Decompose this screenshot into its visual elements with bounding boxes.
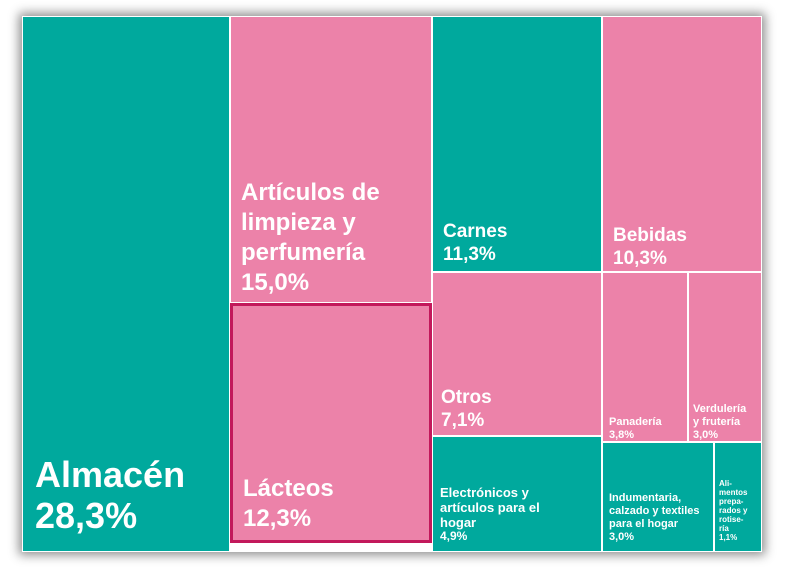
tile-value: 11,3%: [443, 244, 496, 265]
tile-value: 3,0%: [609, 531, 635, 543]
tile-label: Bebidas: [613, 225, 687, 246]
treemap-tile-bebidas: Bebidas 10,3%: [602, 16, 762, 272]
treemap-tile-lacteos: Lácteos 12,3%: [230, 303, 432, 543]
tile-label: Verdulería y frutería: [693, 403, 747, 428]
treemap-tile-articulos-de-limpieza-y-perfumeria: Artículos de limpieza y perfumería 15,0%: [230, 16, 432, 303]
treemap-tile-panaderia: Panadería 3,8%: [602, 272, 688, 442]
tile-label: Otros: [441, 387, 492, 408]
tile-label: Carnes: [443, 221, 508, 242]
tile-value: 12,3%: [243, 505, 312, 532]
tile-label: Lácteos: [243, 475, 334, 502]
treemap-tile-otros: Otros 7,1%: [432, 272, 602, 436]
tile-value: 28,3%: [35, 495, 138, 536]
tile-value: 7,1%: [441, 410, 485, 431]
treemap-tile-alimentos-preparados-y-rotiseria: Ali- mentos prepa- rados y rotise- ría 1,…: [714, 442, 762, 552]
tile-value: 1,1%: [719, 533, 738, 542]
tile-label: Almacén: [35, 454, 186, 495]
tile-value: 3,0%: [693, 429, 719, 441]
tile-value: 10,3%: [613, 248, 667, 269]
tile-label: Indumentaria, calzado y textiles para el…: [609, 492, 700, 530]
tile-label: Panadería: [609, 416, 662, 428]
tile-value: 3,8%: [609, 429, 635, 441]
treemap-tile-verduleria-y-fruteria: Verdulería y frutería 3,0%: [688, 272, 762, 442]
tile-label: Electrónicos y artículos para el hogar: [440, 485, 540, 530]
tile-label: Ali- mentos prepa- rados y rotise- ría: [719, 479, 748, 533]
tile-value: 15,0%: [241, 269, 310, 296]
tile-label: Artículos de limpieza y perfumería: [241, 179, 380, 266]
treemap-tile-carnes: Carnes 11,3%: [432, 16, 602, 272]
treemap-tile-electronicos-y-articulos-para-el-hogar: Electrónicos y artículos para el hogar 4,…: [432, 436, 602, 552]
treemap-tile-indumentaria-calzado-y-textiles-para-el-hogar: Indumentaria, calzado y textiles para el…: [602, 442, 714, 552]
treemap-tile-almacen: Almacén 28,3%: [22, 16, 230, 552]
tile-value: 4,9%: [440, 529, 468, 543]
